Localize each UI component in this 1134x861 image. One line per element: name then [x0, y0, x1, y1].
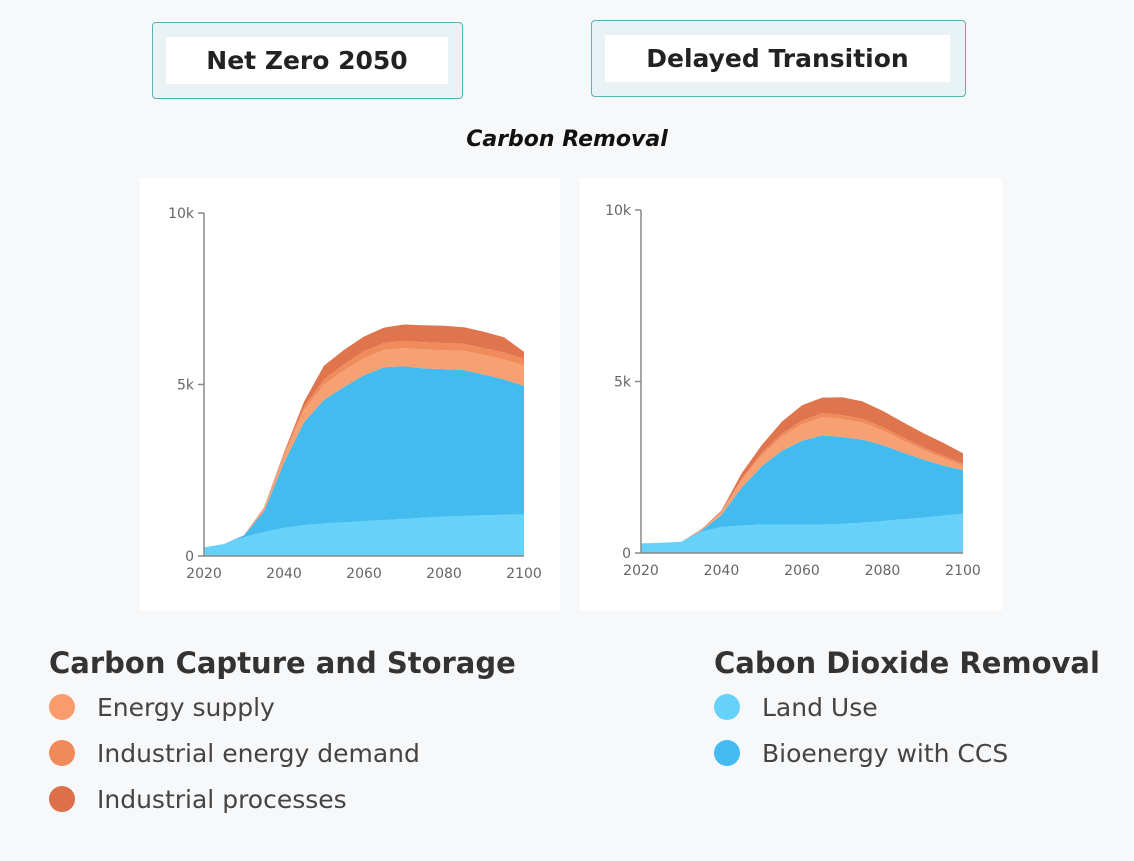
- legend-item-label: Industrial energy demand: [97, 738, 420, 768]
- x-tick-label: 2040: [266, 566, 302, 582]
- chart-panel-delayed-transition: 0 5k 10k 2020 2040 2060 2080 2100: [580, 178, 1002, 610]
- y-tick-label: 0: [622, 546, 631, 562]
- x-tick-label: 2040: [704, 563, 740, 579]
- chart-net-zero-2050: 0 5k 10k 2020 2040 2060 2080 2100: [168, 206, 542, 582]
- y-tick-label: 5k: [614, 375, 632, 391]
- land-use-circle-icon: [714, 694, 740, 720]
- chart-panel-net-zero: 0 5k 10k 2020 2040 2060 2080 2100: [140, 178, 560, 610]
- legend-item-bioenergy-ccs[interactable]: Bioenergy with CCS: [714, 730, 1100, 776]
- chart-delayed-transition: 0 5k 10k 2020 2040 2060 2080 2100: [605, 203, 981, 579]
- industrial-energy-demand-circle-icon: [49, 740, 75, 766]
- legend-item-label: Industrial processes: [97, 784, 347, 814]
- x-tick-label: 2060: [346, 566, 382, 582]
- y-tick-label: 10k: [168, 206, 195, 222]
- y-tick-label: 5k: [177, 378, 195, 394]
- area-series-industrial-processes: [204, 324, 524, 548]
- legend-carbon-capture-storage: Carbon Capture and Storage Energy supply…: [49, 646, 516, 822]
- x-tick-label: 2100: [945, 563, 981, 579]
- legend-item-label: Energy supply: [97, 692, 275, 722]
- y-tick-label: 0: [185, 549, 194, 565]
- legend-item-industrial-processes[interactable]: Industrial processes: [49, 776, 516, 822]
- page-title: Carbon Removal: [466, 127, 668, 152]
- legend-item-label: Bioenergy with CCS: [762, 738, 1009, 768]
- bioenergy-ccs-circle-icon: [714, 740, 740, 766]
- legend-carbon-dioxide-removal: Cabon Dioxide Removal Land Use Bioenergy…: [714, 646, 1100, 776]
- x-tick-label: 2060: [784, 563, 820, 579]
- area-series-bioenergy-with-ccs: [641, 435, 963, 544]
- energy-supply-circle-icon: [49, 694, 75, 720]
- legend-item-label: Land Use: [762, 692, 878, 722]
- x-tick-label: 2080: [426, 566, 462, 582]
- x-tick-label: 2080: [865, 563, 901, 579]
- area-series-energy-supply: [204, 348, 524, 548]
- area-series-bioenergy-with-ccs: [204, 366, 524, 548]
- legend-item-energy-supply[interactable]: Energy supply: [49, 684, 516, 730]
- scenario-net-zero-2050-label: Net Zero 2050: [166, 37, 448, 84]
- industrial-processes-circle-icon: [49, 786, 75, 812]
- area-series-land-use: [641, 513, 963, 553]
- y-tick-label: 10k: [605, 203, 632, 219]
- x-tick-label: 2100: [506, 566, 542, 582]
- area-series-land-use: [204, 514, 524, 556]
- x-tick-label: 2020: [186, 566, 222, 582]
- scenario-net-zero-2050-button[interactable]: Net Zero 2050: [152, 22, 463, 99]
- legend-cdr-title: Cabon Dioxide Removal: [714, 646, 1100, 680]
- legend-item-land-use[interactable]: Land Use: [714, 684, 1100, 730]
- legend-item-industrial-energy-demand[interactable]: Industrial energy demand: [49, 730, 516, 776]
- scenario-delayed-transition-label: Delayed Transition: [605, 35, 950, 82]
- legend-ccs-title: Carbon Capture and Storage: [49, 646, 516, 680]
- x-tick-label: 2020: [623, 563, 659, 579]
- scenario-delayed-transition-button[interactable]: Delayed Transition: [591, 20, 966, 97]
